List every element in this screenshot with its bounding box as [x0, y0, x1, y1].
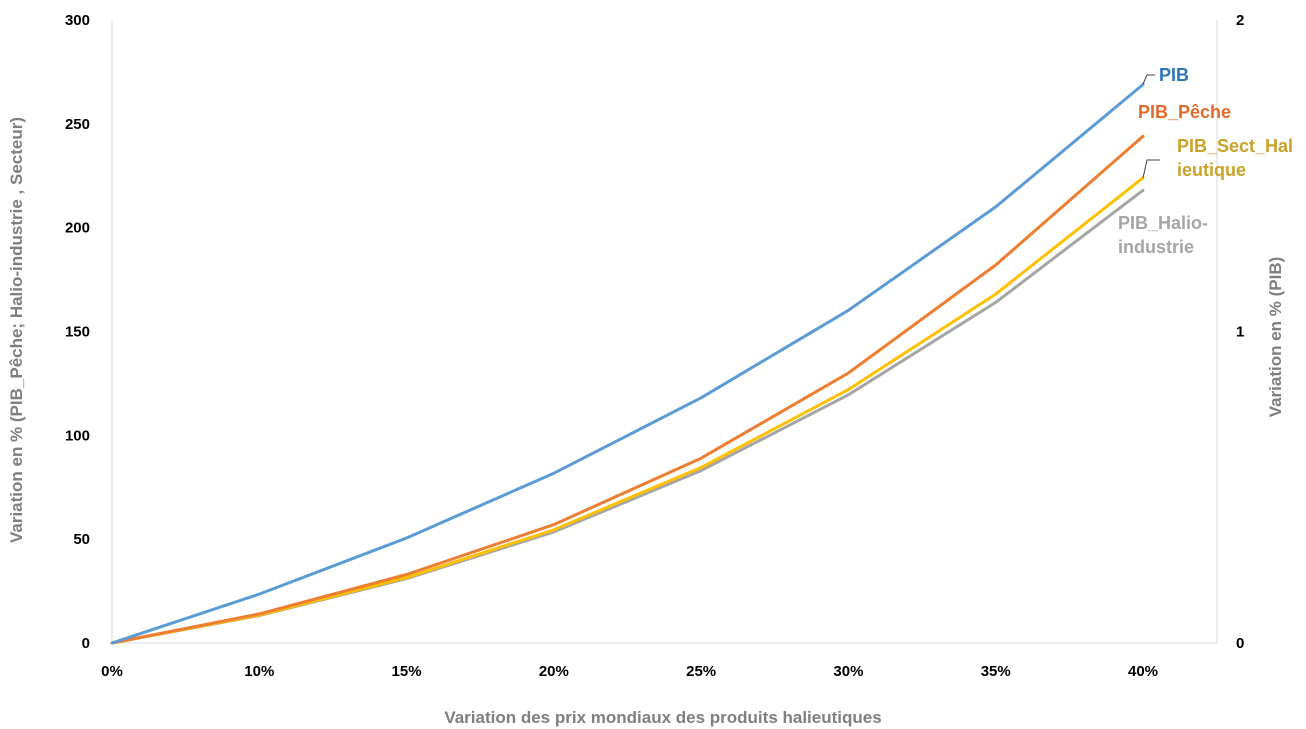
x-tick-label: 35% — [981, 663, 1011, 680]
axes — [111, 20, 1218, 644]
series-labels: PIB PIB_Pêche PIB_Sect_Hal ieutique PIB_Hali… — [1118, 65, 1293, 257]
x-tick-label: 15% — [392, 663, 422, 680]
series-label-pib: PIB — [1142, 65, 1189, 85]
series-label-text: PIB_Halio- — [1118, 213, 1208, 233]
series-label-text: PIB_Sect_Hal — [1177, 136, 1293, 156]
series-lines — [110, 83, 1145, 645]
tick-labels: 0% 10% 15% 20% 25% 30% 35% 40% 0 50 100 150 200 250 30… — [65, 12, 1244, 680]
series-line-pib — [110, 83, 1145, 645]
y2-tick-label: 1 — [1236, 324, 1244, 341]
y2-axis-title: Variation en % (PIB) — [1266, 257, 1285, 418]
y-tick-label: 0 — [82, 635, 90, 652]
x-tick-label: 40% — [1128, 663, 1158, 680]
y2-tick-label: 0 — [1236, 635, 1244, 652]
y-tick-label: 200 — [65, 220, 90, 237]
series-line-pib-halio-industrie — [110, 188, 1145, 645]
x-tick-label: 10% — [244, 663, 274, 680]
series-label-pib-halio-industrie: PIB_Halio-industrie — [1118, 213, 1208, 257]
y-axis-title: Variation en % (PIB_Pêche; Halio-industr… — [7, 117, 26, 543]
y-tick-label: 50 — [73, 531, 90, 548]
series-label-pib-sect-halieutique: PIB_Sect_Hal ieutique — [1142, 136, 1293, 180]
y-tick-label: 250 — [65, 116, 90, 133]
x-axis-title: Variation des prix mondiaux des produits… — [444, 708, 881, 727]
y2-tick-label: 2 — [1236, 12, 1244, 29]
label-leader-line — [1142, 74, 1155, 85]
y-tick-label: 100 — [65, 427, 90, 444]
series-line-pib-sect-halieutique — [110, 176, 1145, 645]
series-label-pib-p-che: PIB_Pêche — [1138, 102, 1231, 122]
y-tick-label: 300 — [65, 12, 90, 29]
series-line-pib-p-che — [110, 134, 1145, 645]
series-label-text: ieutique — [1177, 160, 1246, 180]
x-tick-label: 0% — [101, 663, 123, 680]
series-label-text: PIB — [1159, 65, 1189, 85]
x-tick-label: 30% — [833, 663, 863, 680]
x-tick-label: 20% — [539, 663, 569, 680]
y-tick-label: 150 — [65, 324, 90, 341]
series-label-text: PIB_Pêche — [1138, 102, 1231, 122]
x-tick-label: 25% — [686, 663, 716, 680]
label-leader-line — [1142, 159, 1160, 179]
series-label-text: industrie — [1118, 237, 1194, 257]
